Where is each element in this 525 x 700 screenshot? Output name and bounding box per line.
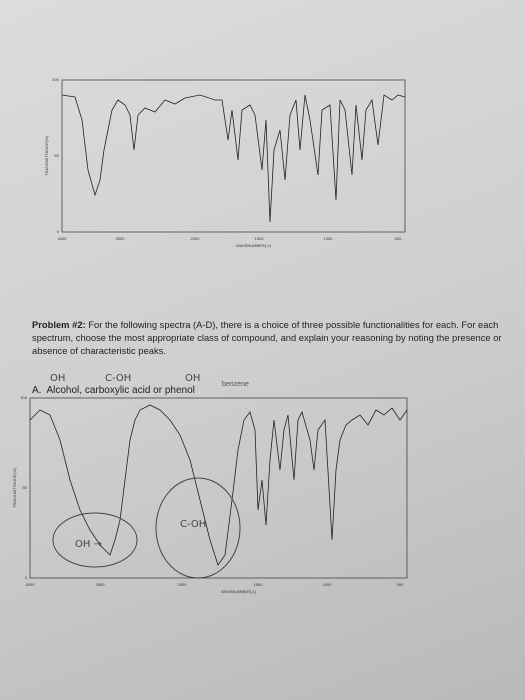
x-tick-label: 1500 [254, 582, 264, 587]
hand-note: OH [185, 373, 200, 384]
hand-note: benzene [222, 381, 249, 388]
y-tick-label: 100 [20, 395, 27, 400]
x-tick-label: 4000 [58, 236, 68, 241]
y-axis-label: TRANSMITTANCE(%) [44, 135, 49, 176]
hand-circle [52, 512, 138, 568]
x-axis-label: WAVENUMBER(-1) [236, 243, 272, 248]
part-a: A. Alcohol, carboxylic acid or phenol [32, 385, 195, 396]
hand-note: OH [50, 373, 65, 384]
y-axis-label: TRANSMITTANCE(%) [12, 467, 17, 508]
part-label: A. [32, 385, 42, 396]
x-tick-label: 500 [397, 582, 404, 587]
x-axis-label: WAVENUMBER(-1) [221, 589, 257, 594]
problem-text: For the following spectra (A-D), there i… [32, 319, 502, 356]
x-tick-label: 3000 [96, 582, 106, 587]
y-tick-label: 50 [23, 485, 28, 490]
y-tick-label: 0 [57, 229, 60, 234]
hand-note: C-OH [105, 373, 131, 384]
y-tick-label: 50 [55, 153, 60, 158]
x-tick-label: 500 [395, 236, 402, 241]
hand-note: C-OH [180, 519, 206, 530]
y-tick-label: 0 [25, 575, 28, 580]
hand-circle [155, 477, 241, 579]
spectrum-trace [61, 94, 406, 223]
x-tick-label: 4000 [26, 582, 36, 587]
problem: Problem #2: For the following spectra (A… [32, 318, 502, 357]
x-tick-label: 2000 [191, 236, 201, 241]
spectrum-frame [29, 397, 408, 579]
spectrum-frame [61, 79, 406, 233]
part-text: Alcohol, carboxylic acid or phenol [46, 385, 195, 396]
hand-note: OH → [75, 539, 102, 550]
x-tick-label: 1000 [323, 582, 333, 587]
x-tick-label: 3000 [116, 236, 126, 241]
x-tick-label: 2000 [178, 582, 188, 587]
x-tick-label: 1000 [324, 236, 334, 241]
x-tick-label: 1500 [255, 236, 265, 241]
problem-heading: Problem #2: [32, 319, 86, 330]
y-tick-label: 100 [52, 77, 59, 82]
spectrum-trace [29, 404, 408, 566]
